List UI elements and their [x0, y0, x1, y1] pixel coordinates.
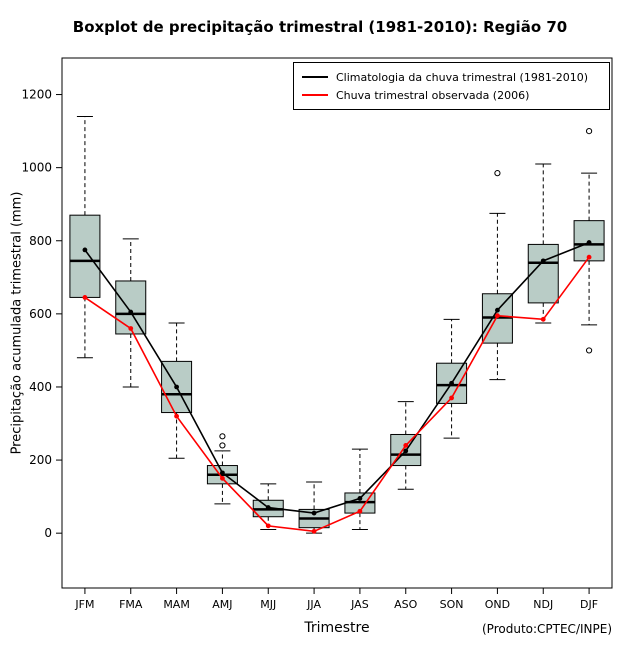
- series-point-0: [403, 448, 409, 454]
- outlier-point: [219, 433, 226, 440]
- box-NDJ: [527, 243, 559, 304]
- y-tick-label: 1000: [21, 161, 52, 175]
- y-tick-label: 600: [29, 307, 52, 321]
- x-axis-label: Trimestre: [304, 620, 370, 636]
- legend-label-observed: Chuva trimestral observada (2006): [336, 88, 530, 102]
- series-point-0: [449, 380, 454, 386]
- outlier-point: [585, 128, 593, 135]
- series-point-0: [265, 505, 271, 510]
- legend-label-climatology: Climatologia da chuva trimestral (1981-2…: [336, 70, 589, 84]
- x-tick-label: MJJ: [260, 598, 276, 611]
- series-point-0: [495, 307, 500, 313]
- legend-item-climatology: Climatologia da chuva trimestral (1981-2…: [302, 68, 601, 86]
- series-point-1: [586, 254, 592, 260]
- series-point-1: [540, 316, 546, 322]
- x-tick-label: DJF: [580, 598, 598, 611]
- series-point-0: [174, 384, 179, 390]
- series-point-1: [311, 528, 317, 534]
- y-tick-label: 0: [44, 526, 52, 540]
- legend: Climatologia da chuva trimestral (1981-2…: [293, 62, 610, 110]
- series-point-1: [495, 313, 500, 319]
- series-point-1: [128, 326, 134, 331]
- chart-title: Boxplot de precipitação trimestral (1981…: [72, 18, 568, 36]
- series-point-0: [540, 258, 546, 264]
- box-DJF: [573, 220, 605, 262]
- x-tick-label: JJA: [306, 598, 321, 611]
- y-tick-label: 400: [29, 380, 52, 394]
- series-point-0: [311, 510, 317, 516]
- x-tick-label: SON: [440, 598, 464, 611]
- x-tick-label: MAM: [163, 598, 190, 611]
- outlier-point: [494, 170, 501, 177]
- y-tick-label: 200: [29, 453, 52, 467]
- series-point-0: [586, 240, 592, 245]
- y-tick-label: 800: [29, 234, 52, 248]
- box-FMA: [115, 280, 147, 335]
- box-JFM: [69, 214, 101, 298]
- legend-line-red-icon: [302, 94, 328, 96]
- x-tick-label: JAS: [350, 598, 369, 611]
- series-point-1: [220, 475, 225, 481]
- series-line-0: [84, 241, 590, 514]
- x-tick-label: FMA: [119, 598, 143, 611]
- series-point-1: [357, 508, 363, 514]
- x-tick-label: AMJ: [212, 598, 232, 611]
- x-tick-label: NDJ: [533, 598, 553, 611]
- y-tick-label: 1200: [21, 88, 52, 102]
- series-point-0: [357, 496, 363, 501]
- series-point-0: [82, 247, 88, 253]
- credit-text: (Produto:CPTEC/INPE): [482, 622, 612, 636]
- series-point-1: [82, 295, 88, 300]
- plot-border: [61, 57, 613, 589]
- legend-item-observed: Chuva trimestral observada (2006): [302, 86, 601, 104]
- series-point-1: [449, 395, 454, 401]
- outlier-point: [219, 442, 226, 449]
- series-point-1: [265, 523, 271, 529]
- legend-line-black-icon: [302, 76, 328, 78]
- series-point-0: [220, 470, 225, 476]
- series-point-1: [403, 443, 409, 448]
- x-tick-label: ASO: [394, 598, 418, 611]
- outlier-point: [585, 347, 593, 354]
- series-point-0: [128, 309, 134, 315]
- series-point-1: [174, 413, 179, 419]
- series-line-1: [84, 256, 590, 533]
- x-tick-label: JFM: [74, 598, 94, 611]
- y-axis-label: Precipitação acumulada trimestral (mm): [9, 191, 25, 455]
- x-tick-label: OND: [485, 598, 510, 611]
